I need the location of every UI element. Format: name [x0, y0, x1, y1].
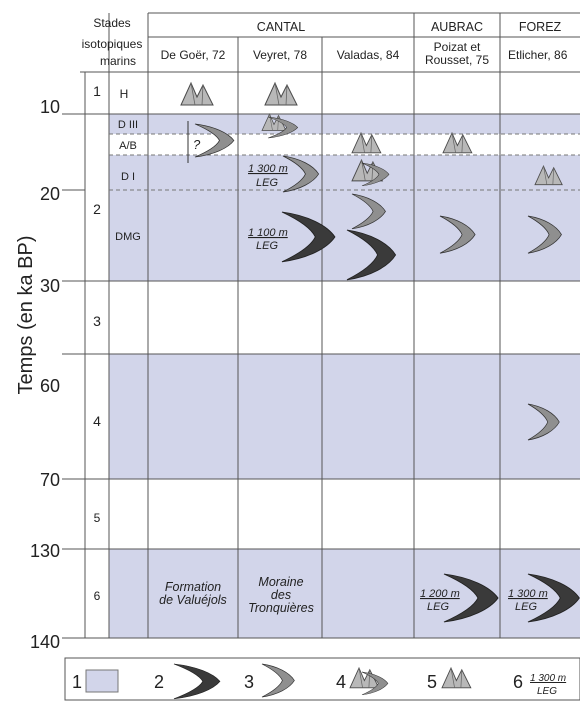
veyret-1300-leg: LEG	[256, 177, 278, 189]
stage-2: 2	[93, 201, 101, 217]
legend-num-3: 3	[244, 672, 254, 692]
tick-30: 30	[40, 276, 60, 296]
mountain-peaks-icon	[351, 132, 382, 154]
legend-num-1: 1	[72, 672, 82, 692]
veyret-1100-leg: LEG	[256, 240, 278, 252]
legend-6-alt: 1 300 m	[530, 673, 566, 684]
legend-glacial-swatch	[85, 669, 119, 693]
author-poizat-1: Poizat et	[434, 40, 481, 54]
stage-5: 5	[94, 511, 101, 525]
tick-60: 60	[40, 376, 60, 396]
y-axis-ticks	[62, 113, 85, 639]
formation-line2: de Valuéjols	[159, 593, 227, 607]
band-stage6	[109, 549, 580, 638]
moraine-line3: Tronquières	[248, 601, 314, 615]
stage-6: 6	[94, 589, 101, 603]
question-mark: ?	[193, 137, 201, 152]
substage-ab: A/B	[119, 140, 137, 152]
legend-box	[64, 657, 580, 701]
author-degoer: De Goër, 72	[161, 48, 226, 62]
substage-dmg: DMG	[115, 231, 141, 243]
stage-4: 4	[93, 413, 101, 429]
tick-140: 140	[30, 632, 60, 652]
mountain-peaks-icon	[264, 82, 298, 106]
band-dI-dmg	[109, 155, 580, 281]
moraine-line2: des	[271, 588, 291, 602]
band-stage4	[109, 354, 580, 479]
formation-line1: Formation	[165, 580, 221, 594]
mountain-peaks-icon	[180, 82, 214, 106]
author-poizat-2: Rousset, 75	[425, 53, 489, 67]
stades-line2: isotopiques	[82, 37, 143, 51]
legend-num-6: 6	[513, 672, 523, 692]
poizat-1200-alt: 1 200 m	[420, 588, 460, 600]
region-aubrac: AUBRAC	[431, 20, 483, 34]
stades-line3: marins	[100, 54, 136, 68]
stage-3: 3	[93, 313, 101, 329]
region-forez: FOREZ	[519, 20, 562, 34]
glacial-bands	[109, 114, 580, 638]
author-veyret: Veyret, 78	[253, 48, 307, 62]
etlicher-1300-alt: 1 300 m	[508, 588, 548, 600]
author-etlicher: Etlicher, 86	[508, 48, 568, 62]
tick-130: 130	[30, 541, 60, 561]
stades-line1: Stades	[93, 16, 130, 30]
poizat-1200-leg: LEG	[427, 601, 449, 613]
tick-70: 70	[40, 470, 60, 490]
stage-1: 1	[93, 83, 101, 99]
substage-h: H	[120, 87, 129, 101]
legend-num-4: 4	[336, 672, 346, 692]
veyret-1100-alt: 1 100 m	[248, 227, 288, 239]
grid-lines	[80, 12, 580, 639]
tick-20: 20	[40, 184, 60, 204]
etlicher-1300-leg: LEG	[515, 601, 537, 613]
y-axis-label: Temps (en ka BP)	[15, 236, 37, 395]
mountain-peaks-icon	[442, 132, 473, 154]
tick-10: 10	[40, 97, 60, 117]
legend-num-5: 5	[427, 672, 437, 692]
author-valadas: Valadas, 84	[337, 48, 400, 62]
veyret-1300-alt: 1 300 m	[248, 163, 288, 175]
band-dIII	[109, 114, 580, 134]
substage-d1: D I	[121, 171, 135, 183]
region-cantal: CANTAL	[257, 20, 305, 34]
legend-num-2: 2	[154, 672, 164, 692]
legend-6-leg: LEG	[537, 686, 557, 697]
substage-d3: D III	[118, 119, 138, 131]
moraine-line1: Moraine	[258, 575, 303, 589]
